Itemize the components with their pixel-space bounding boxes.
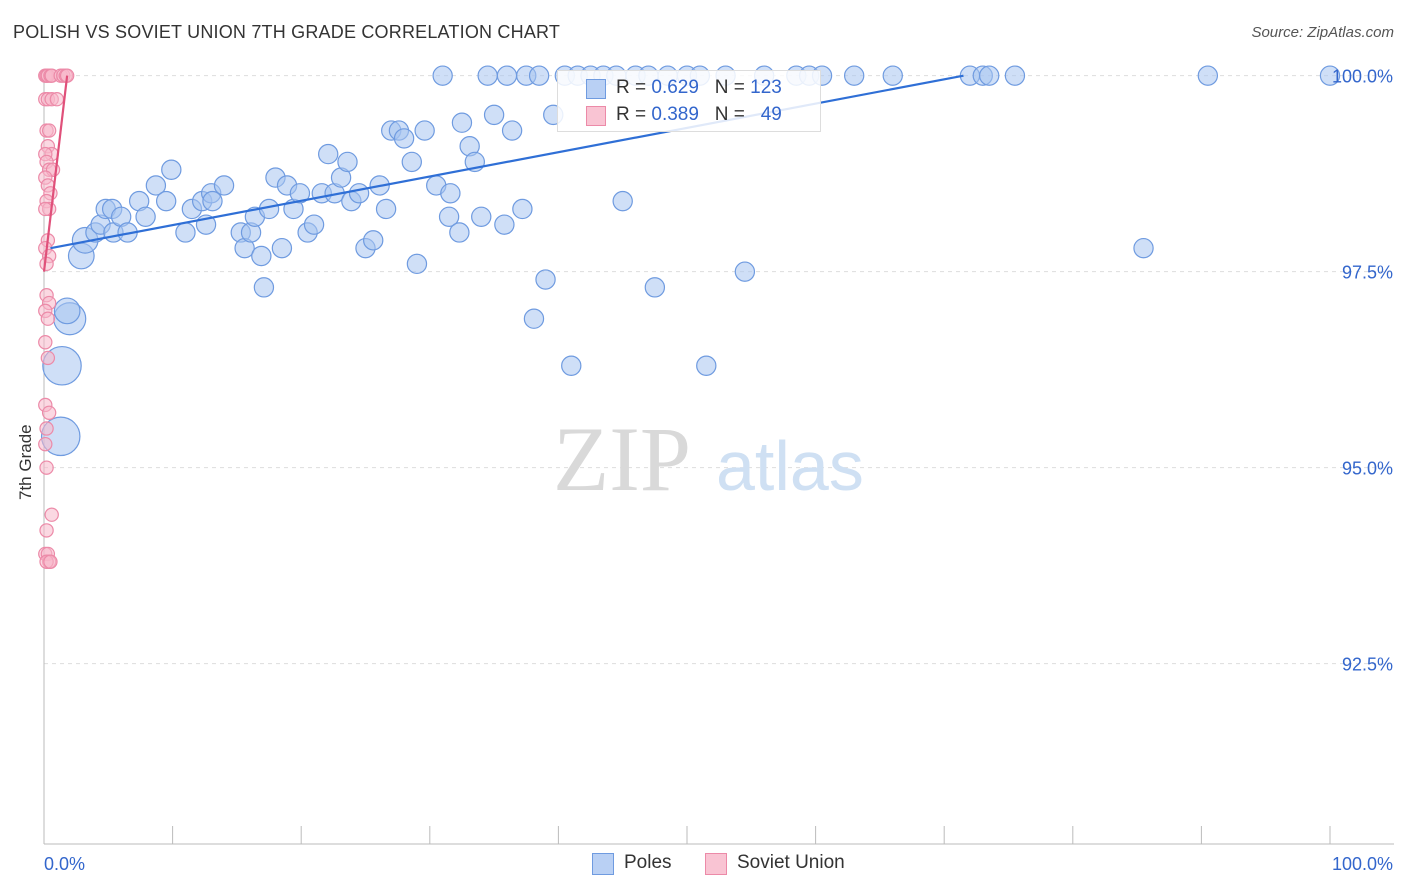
poles-point [438, 206, 460, 227]
poles-point [251, 245, 272, 267]
poles-point [303, 214, 325, 235]
axes [43, 70, 1394, 845]
x-tick-label: 0.0% [44, 854, 85, 874]
soviet-union-point [40, 350, 56, 366]
poles-point [644, 277, 666, 298]
soviet-union-trend-line [42, 75, 69, 272]
poles-point [375, 198, 397, 220]
soviet-r-value: 0.389 [651, 104, 699, 125]
poles-point [483, 104, 505, 126]
poles-n-label: N = [714, 77, 751, 98]
poles-point [1319, 65, 1341, 86]
poles-point [348, 183, 370, 204]
poles-point [979, 65, 1000, 86]
poles-point [1197, 65, 1219, 86]
watermark: ZIP atlas [553, 408, 864, 510]
soviet-union-point [41, 123, 57, 138]
trend-lines [42, 74, 964, 272]
soviet-stat-row: R = 0.389 N = 49 [616, 104, 782, 128]
y-tick-label: 100.0% [1332, 67, 1393, 87]
poles-point [432, 65, 453, 86]
stats-legend: R = 0.629 N = 123 R = 0.389 N = 49 [557, 70, 821, 132]
tick-labels: 92.5% 95.0% 97.5% 100.0% 0.0% 100.0% [44, 67, 1393, 874]
poles-point [528, 65, 550, 86]
poles-stat-row: R = 0.629 N = 123 [616, 77, 782, 101]
y-tick-label: 95.0% [1342, 459, 1393, 479]
poles-point [337, 151, 358, 173]
poles-point [271, 237, 293, 259]
soviet-union-point [43, 554, 58, 569]
poles-point [477, 65, 498, 86]
soviet-union-point [38, 335, 53, 350]
poles-point [53, 297, 81, 325]
poles-point [512, 198, 533, 220]
soviet-union-point [40, 311, 56, 326]
poles-point [175, 222, 196, 243]
poles-point [1004, 65, 1026, 86]
poles-point [202, 190, 223, 212]
legend-poles-label: Poles [624, 852, 672, 873]
source-label: Source: ZipAtlas.com [1251, 24, 1394, 41]
poles-point [414, 120, 435, 141]
poles-n-value: 123 [750, 77, 782, 98]
soviet-union-point [39, 421, 54, 436]
poles-point [882, 65, 903, 86]
poles-swatch [586, 79, 606, 99]
poles-point [696, 355, 717, 376]
legend-soviet-label: Soviet Union [737, 852, 845, 873]
poles-point [440, 183, 461, 204]
grid-lines [44, 75, 1390, 665]
soviet-swatch [586, 106, 606, 126]
soviet-r-label: R = [616, 104, 652, 125]
soviet-union-point [39, 460, 54, 475]
legend-poles-swatch [592, 853, 614, 875]
soviet-union-point [39, 523, 54, 538]
poles-point [523, 308, 545, 329]
poles-point [734, 261, 756, 282]
poles-point [535, 269, 556, 290]
poles-point [612, 190, 633, 212]
soviet-union-point [49, 91, 65, 107]
poles-point [406, 253, 428, 275]
poles-point [451, 112, 473, 133]
poles-point [318, 143, 339, 165]
x-tick-label: 100.0% [1332, 854, 1393, 874]
poles-point [155, 190, 177, 212]
poles-point [496, 65, 518, 86]
soviet-n-value: 49 [760, 104, 782, 125]
soviet-union-point [44, 507, 59, 522]
chart-title: POLISH VS SOVIET UNION 7TH GRADE CORRELA… [13, 22, 561, 42]
y-tick-label: 97.5% [1342, 263, 1393, 283]
poles-point [135, 206, 156, 227]
soviet-n-label: N = [714, 104, 751, 125]
poles-r-value: 0.629 [651, 77, 699, 98]
poles-point [494, 214, 515, 235]
poles-point [393, 128, 415, 149]
soviet-union-point [38, 436, 53, 452]
poles-point [253, 277, 275, 298]
y-axis-label: 7th Grade [16, 424, 35, 500]
y-tick-label: 92.5% [1342, 655, 1393, 675]
soviet-union-point [41, 405, 57, 420]
poles-point [145, 175, 167, 196]
poles-point [363, 230, 384, 251]
poles-point [471, 206, 492, 227]
poles-point [401, 151, 422, 173]
poles-point [449, 222, 470, 243]
poles-point [501, 120, 523, 141]
watermark-zip: ZIP [553, 408, 691, 510]
poles-point [213, 175, 235, 196]
poles-point [161, 159, 182, 180]
legend-soviet-swatch [705, 853, 727, 875]
poles-point [843, 65, 865, 86]
poles-point [289, 183, 311, 204]
poles-point [1133, 237, 1154, 259]
poles-r-label: R = [616, 77, 652, 98]
watermark-atlas: atlas [716, 427, 864, 505]
poles-point [561, 355, 582, 376]
